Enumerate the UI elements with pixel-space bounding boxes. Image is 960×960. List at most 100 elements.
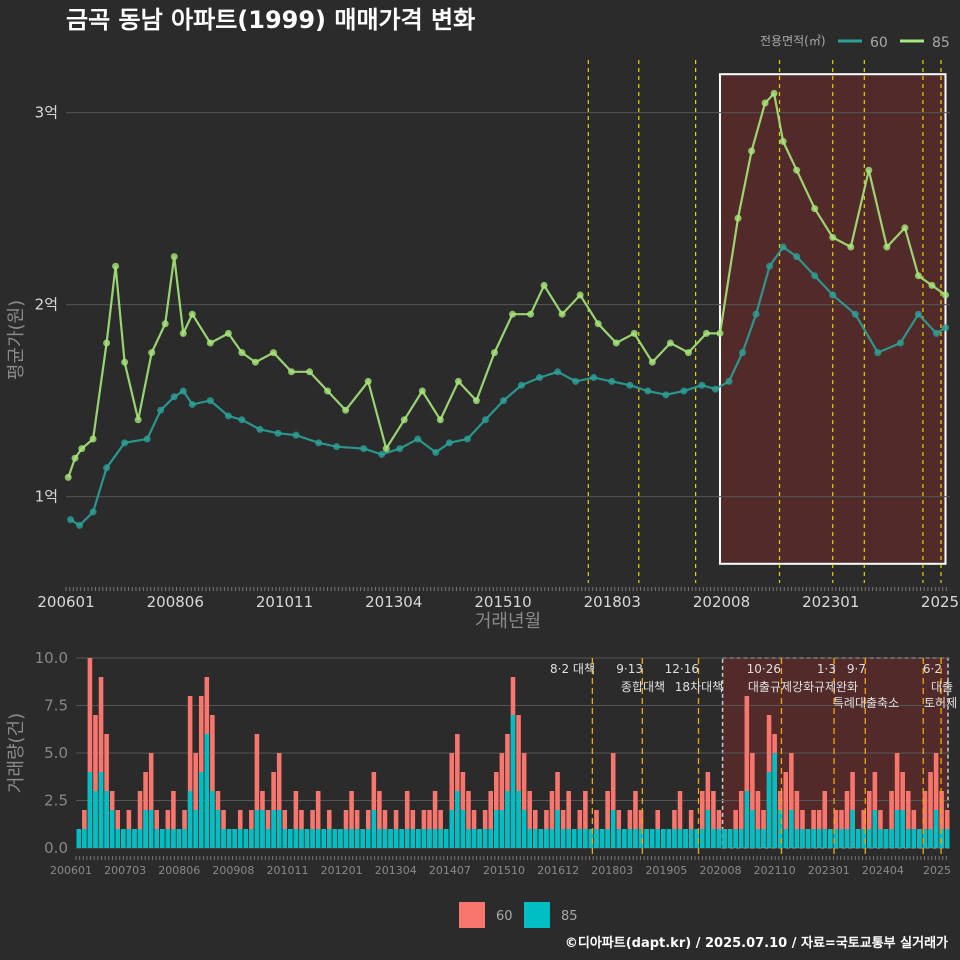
volume-bar-85 — [750, 810, 755, 848]
volume-bar-85 — [872, 810, 878, 848]
price-point-85 — [540, 281, 548, 289]
volume-bar-60 — [148, 753, 154, 848]
volume-bar-85 — [772, 753, 777, 848]
volume-bar-85 — [82, 829, 87, 848]
volume-bar-85 — [76, 829, 82, 848]
volume-bar-85 — [627, 829, 633, 848]
volume-bar-85 — [599, 829, 605, 848]
price-point-60 — [725, 377, 733, 385]
price-point-85 — [324, 387, 332, 395]
volume-bar-85 — [93, 791, 98, 848]
price-point-60 — [851, 310, 859, 318]
price-point-60 — [554, 368, 562, 376]
source-caption: ©디아파트(dapt.kr) / 2025.07.10 / 자료=국토교통부 실… — [565, 935, 948, 951]
volume-bar-85 — [783, 829, 789, 848]
volume-bar-85 — [304, 829, 310, 848]
volume-bar-60 — [527, 791, 532, 848]
policy-annotation-desc: 규제완화 — [814, 680, 858, 694]
price-point-60 — [292, 431, 300, 439]
price-x-tick-label: 201304 — [365, 593, 422, 611]
volume-bar-85 — [505, 791, 510, 848]
volume-x-tick-label: 202008 — [700, 864, 742, 877]
price-point-85 — [630, 329, 638, 337]
volume-x-tick-label: 202110 — [754, 864, 796, 877]
volume-bar-85 — [605, 829, 610, 848]
price-point-60 — [360, 445, 368, 453]
volume-bar-85 — [544, 829, 549, 848]
volume-bar-85 — [438, 829, 443, 848]
volume-bar-85 — [460, 810, 466, 848]
volume-x-tick-label: 200908 — [212, 864, 254, 877]
volume-bar-85 — [332, 829, 338, 848]
price-point-85 — [594, 320, 602, 328]
price-point-60 — [333, 443, 341, 451]
price-point-60 — [914, 310, 922, 318]
price-point-85 — [161, 320, 169, 328]
price-point-85 — [78, 445, 86, 453]
volume-bar-60 — [933, 753, 939, 848]
volume-x-tick-label: 202404 — [862, 864, 904, 877]
volume-bar-85 — [516, 791, 521, 848]
policy-annotation-desc: 18차대책 — [675, 679, 723, 694]
volume-bar-60 — [293, 791, 299, 848]
volume-bar-85 — [427, 829, 432, 848]
price-point-60 — [608, 377, 616, 385]
policy-annotation-desc: 특례대출축소 — [833, 696, 899, 710]
price-point-60 — [572, 377, 580, 385]
price-point-60 — [170, 393, 178, 401]
price-x-tick-label: 200806 — [147, 593, 204, 611]
volume-bar-85 — [204, 734, 210, 848]
volume-bar-60 — [488, 791, 494, 848]
volume-bar-85 — [666, 829, 672, 848]
price-point-85 — [748, 147, 756, 155]
volume-bar-85 — [226, 829, 232, 848]
price-point-85 — [558, 310, 566, 318]
volume-bar-85 — [716, 829, 722, 848]
volume-bar-85 — [293, 829, 299, 848]
price-point-85 — [761, 99, 769, 107]
price-point-85 — [121, 358, 129, 366]
volume-bar-85 — [210, 791, 215, 848]
chart-title: 금곡 동남 아파트(1999) 매매가격 변화 — [66, 6, 475, 34]
volume-bar-85 — [271, 810, 276, 848]
volume-bar-60 — [750, 753, 755, 848]
volume-bar-60 — [276, 753, 282, 848]
volume-bar-60 — [633, 791, 638, 848]
volume-bar-85 — [944, 829, 950, 848]
volume-x-tick-label: 201304 — [375, 864, 417, 877]
price-point-85 — [666, 339, 674, 347]
volume-bar-60 — [521, 753, 527, 848]
volume-bar-85 — [855, 829, 861, 848]
price-point-85 — [454, 377, 462, 385]
volume-bar-85 — [510, 715, 516, 848]
volume-bar-60 — [905, 791, 911, 848]
volume-bar-85 — [699, 829, 705, 848]
volume-bar-60 — [98, 677, 104, 848]
price-point-60 — [224, 412, 232, 420]
volume-bar-85 — [727, 829, 733, 848]
volume-bar-85 — [577, 829, 583, 848]
price-point-60 — [315, 439, 323, 447]
price-point-60 — [626, 381, 634, 389]
price-point-60 — [793, 253, 801, 261]
price-point-85 — [684, 349, 692, 357]
volume-x-tick-label: 201510 — [483, 864, 525, 877]
volume-bar-85 — [193, 810, 198, 848]
volume-bar-85 — [171, 829, 176, 848]
volume-bar-85 — [538, 829, 544, 848]
volume-bar-60 — [171, 791, 176, 848]
price-x-tick-label: 201011 — [256, 593, 313, 611]
volume-bar-85 — [883, 829, 889, 848]
price-line-85 — [67, 91, 947, 478]
volume-bar-60 — [711, 791, 716, 848]
volume-bar-60 — [738, 791, 744, 848]
price-point-85 — [148, 349, 156, 357]
policy-annotation-desc: 대출 — [931, 680, 953, 694]
price-point-85 — [382, 445, 390, 453]
volume-bar-85 — [87, 772, 93, 848]
volume-bar-85 — [121, 829, 126, 848]
price-point-85 — [702, 329, 710, 337]
price-point-85 — [206, 339, 214, 347]
price-point-85 — [364, 377, 372, 385]
